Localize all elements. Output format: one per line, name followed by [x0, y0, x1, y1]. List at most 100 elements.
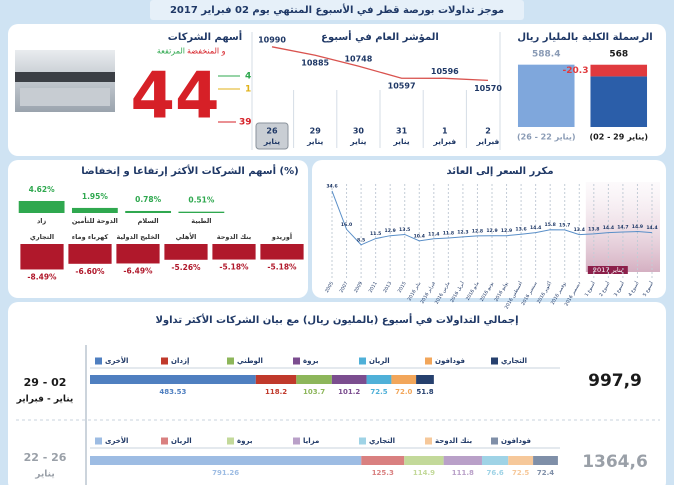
panel-title: مكرر السعر إلى العائد — [446, 166, 553, 177]
category-label: 2005 — [324, 281, 335, 294]
value-label: 13.5 — [399, 227, 410, 233]
date-day: 26 — [266, 127, 278, 136]
value-label: 10990 — [258, 35, 286, 44]
value-label: -8.49% — [27, 272, 57, 281]
breadth-up: 4 — [245, 72, 251, 82]
legend-label: فودافون — [435, 357, 465, 365]
value-label: 13.4 — [574, 227, 585, 233]
category-label: 2009 — [353, 281, 364, 294]
legend-label: التجاري — [501, 357, 527, 365]
legend-swatch — [95, 437, 102, 445]
bar-segment — [366, 375, 392, 384]
header-title: موجز تداولات بورصة قطر في الأسبوع المنته… — [170, 3, 504, 16]
breadth-total: 44 — [130, 60, 219, 134]
value-label: 12.3 — [457, 229, 468, 235]
panel-turnover — [8, 302, 666, 485]
value-label: 12.8 — [472, 228, 483, 234]
value-label: 0.51% — [188, 196, 215, 205]
value-label: 14.4 — [530, 225, 541, 231]
date-months: يناير — [34, 470, 54, 480]
value-label: 51.8 — [416, 388, 433, 396]
date-range: 22 - 26 — [24, 451, 67, 464]
value-label: 72.5 — [370, 388, 387, 396]
date-month: فبراير — [476, 137, 500, 146]
bar — [212, 244, 256, 260]
legend-swatch — [425, 357, 432, 365]
category-label: زاد — [37, 217, 47, 225]
bar-segment — [533, 456, 558, 465]
bar — [20, 244, 64, 270]
bar — [68, 244, 112, 264]
legend-swatch — [161, 437, 168, 445]
value-label: -5.18% — [267, 263, 297, 272]
category-label: التجاري — [30, 233, 54, 241]
breadth-unchanged: 1 — [245, 85, 251, 95]
category-label: السلام — [138, 217, 159, 225]
legend-label: التجاري — [369, 437, 395, 445]
building-base — [20, 88, 110, 106]
legend-swatch — [227, 437, 234, 445]
bar-segment — [391, 375, 417, 384]
date-month: فبراير — [432, 137, 456, 146]
line — [271, 46, 489, 82]
bar-segment — [443, 456, 482, 465]
legend-swatch — [425, 437, 432, 445]
value-label: 10748 — [344, 55, 372, 64]
bar — [590, 76, 648, 127]
category-label: الطبية — [191, 217, 211, 225]
value-label: 16.0 — [341, 222, 352, 228]
date-day: 1 — [442, 127, 448, 136]
bar-segment — [255, 375, 297, 384]
legend-label: الأخرى — [105, 356, 128, 365]
bar-segment — [90, 456, 362, 465]
value-label: 114.9 — [413, 469, 435, 477]
breadth-subtitle-up: المرتفعة — [157, 47, 185, 56]
bar — [260, 244, 304, 260]
bar-segment — [416, 375, 434, 384]
value-label: 13.8 — [588, 226, 599, 232]
total-label: 1364,6 — [582, 452, 648, 472]
legend-label: الأخرى — [105, 436, 128, 445]
value-label: 13.6 — [515, 227, 526, 233]
change-segment — [590, 64, 648, 77]
date-months: يناير - فبراير — [16, 395, 74, 405]
value-label: 15.8 — [545, 222, 556, 228]
legend-swatch — [293, 357, 300, 365]
date-day: 2 — [485, 127, 491, 136]
date-day: 30 — [353, 127, 365, 136]
value-label: 791.26 — [212, 469, 239, 477]
value-label: 101.2 — [338, 388, 360, 396]
legend-swatch — [491, 357, 498, 365]
legend-label: الريان — [369, 357, 390, 365]
legend-swatch — [227, 357, 234, 365]
legend-label: فودافون — [501, 437, 531, 445]
highlight-tag — [587, 266, 628, 274]
header-bar — [150, 0, 524, 20]
value-label: 125.3 — [372, 469, 394, 477]
bar-segment — [508, 456, 534, 465]
bar — [125, 210, 172, 213]
value-label: 11.4 — [428, 231, 439, 237]
legend-swatch — [491, 437, 498, 445]
date-month: يناير — [349, 137, 366, 146]
bar — [164, 244, 208, 260]
date-month: يناير — [263, 137, 280, 146]
value-label: -6.60% — [75, 267, 105, 276]
date-month: يناير — [306, 137, 323, 146]
bar — [71, 207, 118, 213]
legend-label: بروة — [237, 437, 253, 445]
category-label: 2013 — [382, 281, 393, 294]
value-label: 14.7 — [617, 224, 628, 230]
legend-label: بروة — [303, 357, 319, 365]
bar — [18, 200, 65, 213]
value-label: -5.26% — [171, 263, 201, 272]
value-label: 4.62% — [29, 185, 56, 194]
change-label: -20.3 — [563, 66, 589, 76]
bar — [178, 211, 225, 213]
legend-label: إزدان — [171, 357, 189, 365]
breadth-subtitle-down: و المنخفضة — [187, 47, 226, 56]
value-label: 14.9 — [632, 224, 643, 230]
panel-title: المؤشر العام في أسبوع — [321, 30, 439, 43]
